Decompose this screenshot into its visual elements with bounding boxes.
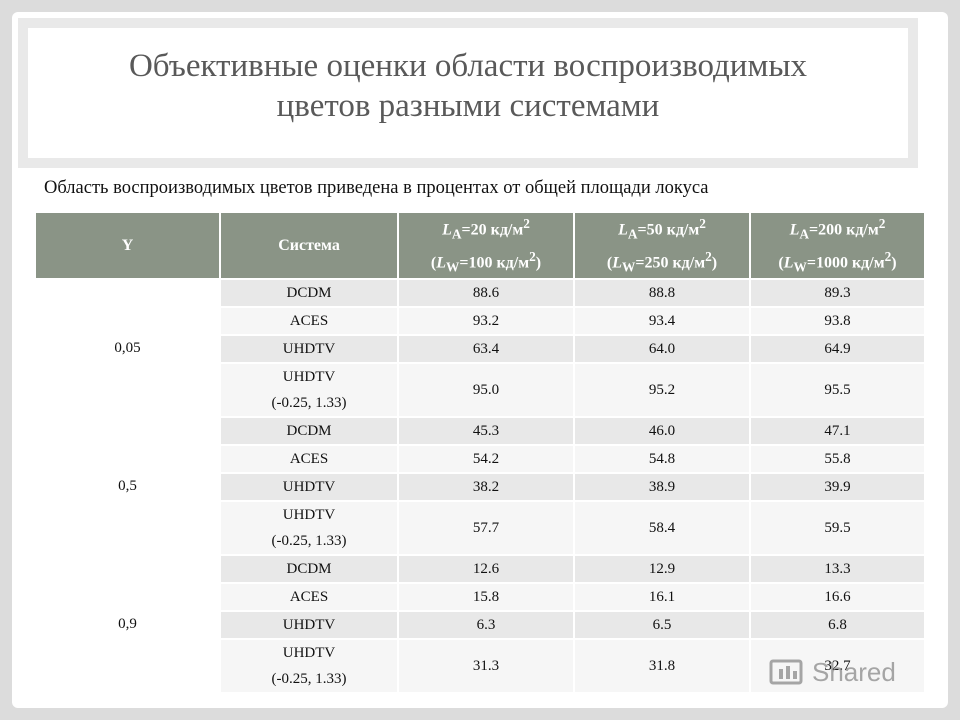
value-cell: 6.5 [573,610,751,641]
system-cell: DCDM [219,278,399,309]
header-la-50: LA=50 кд/м2 (LW=250 кд/м2) [573,210,751,281]
value-cell: 6.3 [397,610,575,641]
value-cell: 38.2 [397,472,575,503]
system-name: ACES [289,451,329,468]
system-params: (-0.25, 1.33) [271,671,347,688]
table-row: UHDTV (-0.25, 1.33) 57.7 58.4 59.5 [35,500,926,557]
system-cell: DCDM [219,416,399,447]
header-la-20: LA=20 кд/м2 (LW=100 кд/м2) [397,210,575,281]
system-name: DCDM [286,423,332,440]
system-cell: ACES [219,582,399,613]
system-cell: ACES [219,444,399,475]
system-name: ACES [289,313,329,330]
value-cell: 31.3 [397,638,575,695]
system-name: UHDTV [282,369,336,386]
value-cell: 54.8 [573,444,751,475]
value-cell: 59.5 [749,500,926,557]
system-cell: UHDTV [219,334,399,365]
value-cell: 93.2 [397,306,575,337]
system-cell: UHDTV (-0.25, 1.33) [219,362,399,419]
value-cell: 32.7 [749,638,926,695]
table-body: 0,05 DCDM 88.6 88.8 89.3 ACES 93.2 93.4 93.8 UHDT… [34,278,926,695]
table-row: UHDTV 63.4 64.0 64.9 [35,334,926,365]
table-caption: Область воспроизводимых цветов приведена… [44,178,709,198]
value-cell: 39.9 [749,472,926,503]
table-row: ACES 93.2 93.4 93.8 [35,306,926,337]
value-cell: 55.8 [749,444,926,475]
header-la-200: LA=200 кд/м2 (LW=1000 кд/м2) [749,210,926,281]
value-cell: 88.6 [397,278,575,309]
title-band: Объективные оценки области воспроизводим… [18,18,918,168]
table-row: UHDTV (-0.25, 1.33) 31.3 31.8 32.7 [35,638,926,695]
table-row: ACES 15.8 16.1 16.6 [35,582,926,613]
system-cell: UHDTV [219,610,399,641]
system-name: UHDTV [282,507,336,524]
value-cell: 12.6 [397,554,575,585]
value-cell: 31.8 [573,638,751,695]
table-row: 0,5 DCDM 45.3 46.0 47.1 [34,416,926,557]
gamut-table: Y Система LA=20 кд/м2 (LW=100 кд/м2) LA=… [34,210,926,695]
slideshare-logo-icon [769,659,803,685]
value-cell: 64.0 [573,334,751,365]
value-cell: 64.9 [749,334,926,365]
system-name: UHDTV [282,479,336,496]
system-cell: UHDTV (-0.25, 1.33) [219,500,399,557]
value-cell: 12.9 [573,554,751,585]
system-name: UHDTV [282,617,336,634]
value-cell: 54.2 [397,444,575,475]
system-name: ACES [289,589,329,606]
system-params: (-0.25, 1.33) [271,395,347,412]
table-row: UHDTV 38.2 38.9 39.9 [35,472,926,503]
value-cell: 89.3 [749,278,926,309]
value-cell: 95.2 [573,362,751,419]
value-cell: 95.0 [397,362,575,419]
system-cell: UHDTV [219,472,399,503]
value-cell: 16.1 [573,582,751,613]
value-cell: 58.4 [573,500,751,557]
value-cell: 93.4 [573,306,751,337]
header-row: Y Система LA=20 кд/м2 (LW=100 кд/м2) LA=… [34,210,926,281]
system-name: DCDM [286,285,332,302]
title-frame: Объективные оценки области воспроизводим… [28,28,908,158]
table-row: ACES 54.2 54.8 55.8 [35,444,926,475]
y-value-cell: 0,05 [34,278,221,419]
watermark-text: Shared [812,657,896,687]
system-params: (-0.25, 1.33) [271,533,347,550]
value-cell: 93.8 [749,306,926,337]
value-cell: 15.8 [397,582,575,613]
title-line-1: Объективные оценки области воспроизводим… [128,48,808,84]
value-cell: 47.1 [749,416,926,447]
slide-title: Объективные оценки области воспроизводим… [28,46,908,126]
table-row: 0,9 DCDM 12.6 12.9 13.3 [34,554,926,695]
value-cell: 16.6 [749,582,926,613]
title-line-2: цветов разными системами [276,88,660,124]
value-cell: 88.8 [573,278,751,309]
value-cell: 6.8 [749,610,926,641]
value-cell: 63.4 [397,334,575,365]
value-cell: 38.9 [573,472,751,503]
value-cell: 57.7 [397,500,575,557]
value-cell: 95.5 [749,362,926,419]
value-cell: 46.0 [573,416,751,447]
table-row: UHDTV 6.3 6.5 6.8 [35,610,926,641]
table-row: UHDTV (-0.25, 1.33) 95.0 95.2 95.5 [35,362,926,419]
table-row: 0,05 DCDM 88.6 88.8 89.3 [34,278,926,419]
y-value-cell: 0,5 [34,416,221,557]
value-cell: 45.3 [397,416,575,447]
system-name: UHDTV [282,645,336,662]
value-cell: 13.3 [749,554,926,585]
system-name: UHDTV [282,341,336,358]
system-cell: UHDTV (-0.25, 1.33) [219,638,399,695]
header-system: Система [219,210,399,281]
y-value-cell: 0,9 [34,554,221,695]
system-cell: ACES [219,306,399,337]
system-cell: DCDM [219,554,399,585]
slideshare-watermark: Shared [768,655,928,693]
header-y: Y [34,210,221,281]
system-name: DCDM [286,561,332,578]
